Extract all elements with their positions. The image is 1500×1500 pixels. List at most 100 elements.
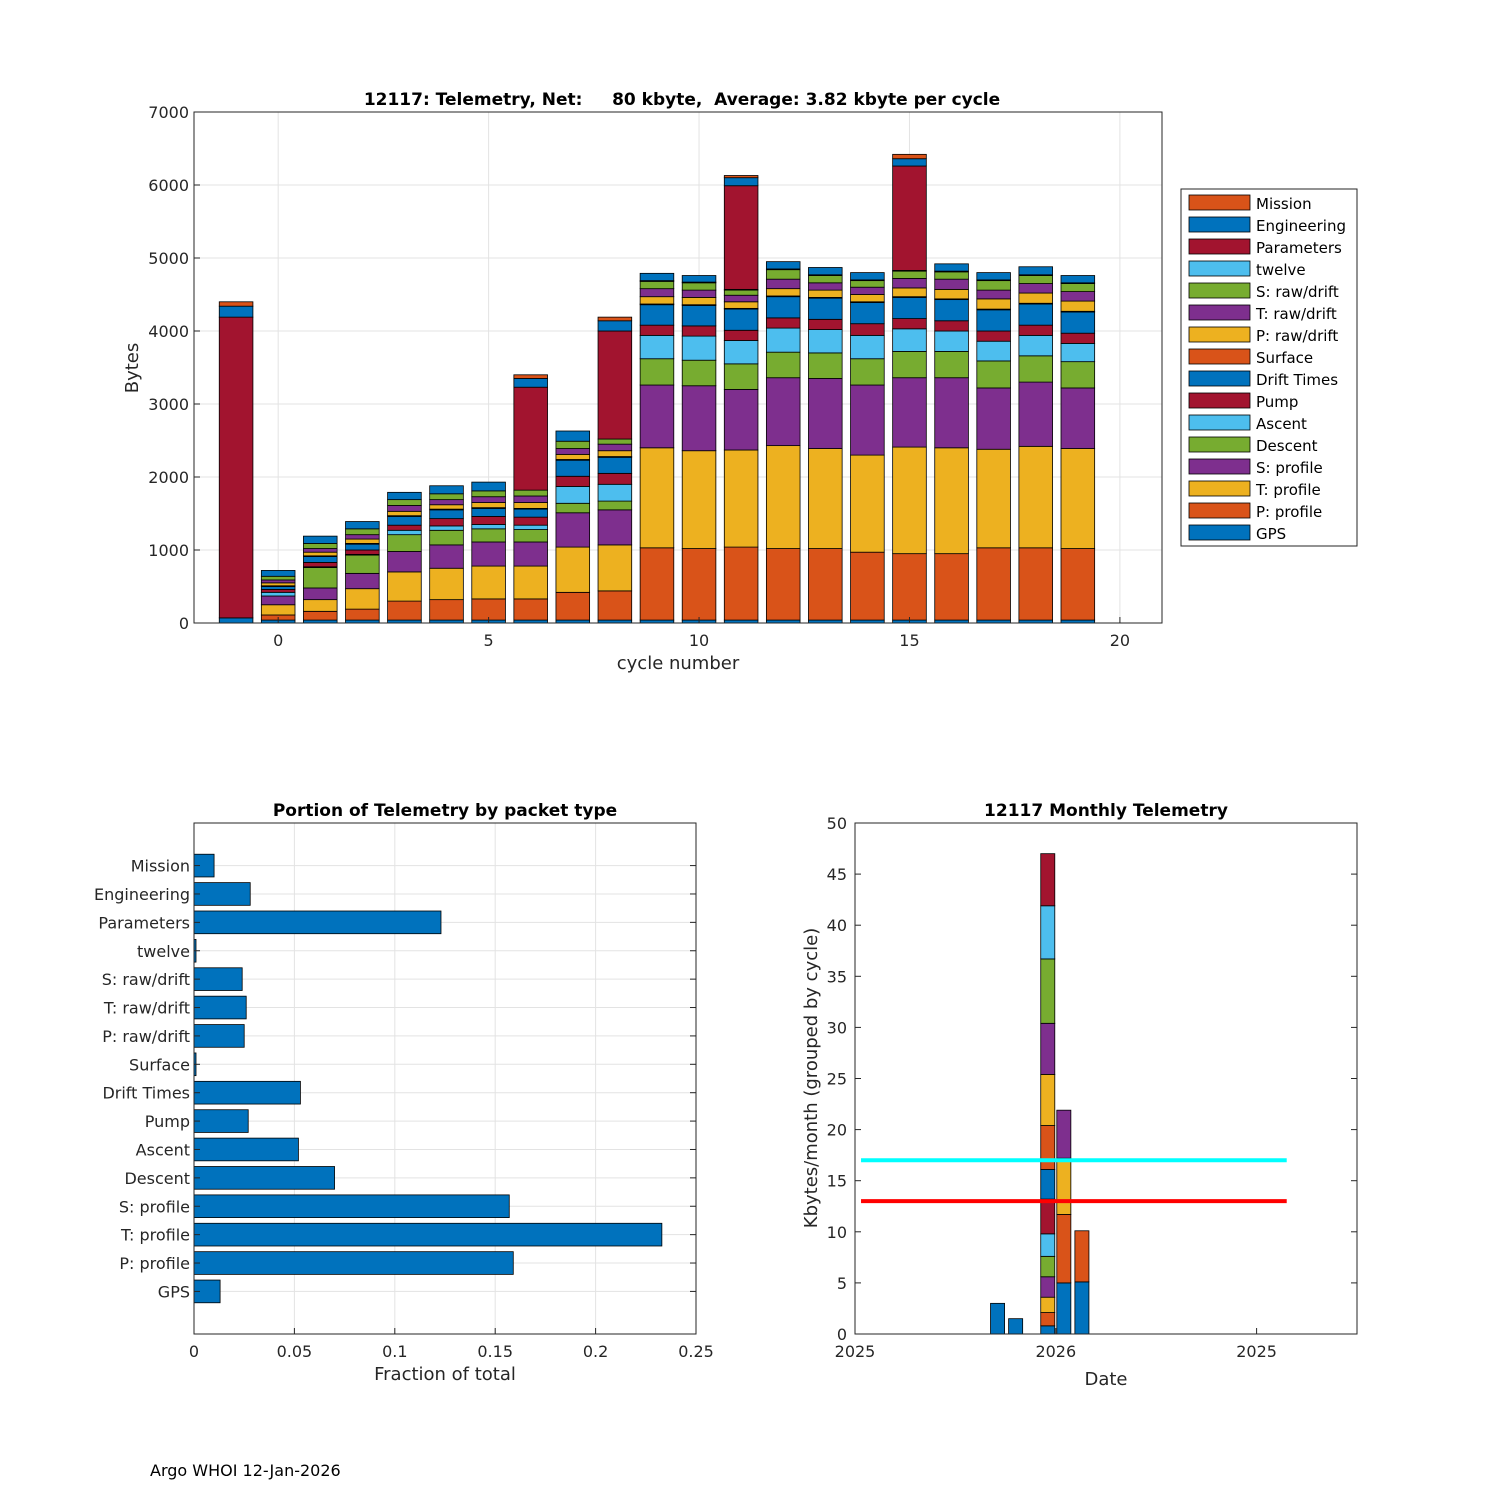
chart3-xlabel: Date bbox=[1084, 1369, 1127, 1390]
footer-credit: Argo WHOI 12-Jan-2026 bbox=[150, 1461, 341, 1480]
chart1-bar-segment bbox=[429, 485, 464, 495]
chart1-legend-label: Pump bbox=[1256, 393, 1298, 411]
chart1-legend-label: T: raw/drift bbox=[1255, 305, 1337, 323]
chart1-bar-segment bbox=[1018, 283, 1053, 294]
chart1-bar-segment bbox=[597, 443, 633, 452]
chart1-bar-segment bbox=[387, 491, 422, 501]
chart1-bar-segment bbox=[681, 335, 717, 361]
chart1-bar-segment bbox=[639, 272, 675, 282]
chart1-bar-segment bbox=[345, 543, 380, 551]
chart1-ticks: 0 5 10 15 20 0 1000 2000 3000 4000 5000 6000 7000 bbox=[148, 103, 1130, 650]
chart1-legend-swatch bbox=[1188, 216, 1251, 233]
chart1-bar-segment bbox=[1018, 547, 1053, 621]
chart1-bar-segment bbox=[976, 309, 1011, 332]
chart1-bar-segment bbox=[765, 278, 801, 290]
chart1-bar-segment bbox=[1018, 381, 1053, 447]
chart1-legend-label: Engineering bbox=[1256, 217, 1346, 235]
chart1-bar-segment bbox=[1060, 343, 1096, 363]
chart1-legend-swatch bbox=[1188, 392, 1251, 409]
chart3-y-tick-label: 0 bbox=[837, 1325, 847, 1344]
chart1-bar-segment bbox=[808, 378, 843, 449]
chart1-bar-segment bbox=[345, 554, 380, 574]
chart1-bar-segment bbox=[260, 595, 296, 606]
chart1-y-tick-label: 7000 bbox=[148, 103, 189, 122]
chart1-legend-label: GPS bbox=[1256, 525, 1286, 543]
chart1-bar-segment bbox=[892, 446, 927, 555]
chart1-bar-segment bbox=[218, 617, 254, 624]
chart1-bar-segment bbox=[513, 516, 548, 526]
chart1-legend: Mission Engineering Parameters twelve S: raw… bbox=[1180, 188, 1358, 547]
chart3-bar-segment bbox=[1040, 853, 1056, 907]
chart1-ylabel: Bytes bbox=[122, 343, 143, 394]
chart1-bar-segment bbox=[681, 385, 717, 452]
chart1-bar-segment bbox=[513, 565, 548, 600]
chart1-bar-segment bbox=[892, 297, 927, 319]
chart2-bar bbox=[193, 1251, 514, 1275]
chart1-bar-segment bbox=[303, 556, 338, 563]
chart1-bar-segment bbox=[850, 334, 885, 360]
chart2-bar bbox=[193, 882, 251, 906]
chart1-bar-segment bbox=[639, 447, 675, 549]
chart1-bar-segment bbox=[723, 329, 759, 341]
chart1-axes-frame bbox=[193, 111, 1163, 624]
chart1-bar-segment bbox=[850, 454, 885, 553]
chart1-bar-segment bbox=[765, 445, 801, 549]
chart2-category-label: Pump bbox=[145, 1112, 190, 1131]
chart1-legend-label: Descent bbox=[1256, 437, 1318, 455]
chart1-bar-segment bbox=[1018, 445, 1053, 549]
chart1-bar-segment bbox=[976, 547, 1011, 621]
chart3-y-tick-label: 45 bbox=[827, 865, 847, 884]
chart2-ticks: 0 0.05 0.1 0.15 0.2 0.25 GPS P: profile T: profi… bbox=[94, 857, 714, 1361]
chart3-y-tick-label: 10 bbox=[827, 1223, 847, 1242]
chart1-bar-segment bbox=[555, 440, 591, 449]
chart1-bar-segment bbox=[639, 384, 675, 449]
chart1-bar-segment bbox=[597, 590, 633, 621]
chart1-legend-label: Ascent bbox=[1256, 415, 1307, 433]
chart1-bar-segment bbox=[260, 586, 296, 590]
chart2-bar bbox=[193, 1137, 299, 1162]
chart1-bar-segment bbox=[808, 289, 843, 298]
chart1-y-tick-label: 3000 bbox=[148, 395, 189, 414]
chart1-y-tick-label: 5000 bbox=[148, 249, 189, 268]
chart1-bar-segment bbox=[429, 493, 464, 501]
chart1-bar-segment bbox=[892, 351, 927, 379]
chart3-bar-segment bbox=[1040, 905, 1056, 960]
chart1-bar-segment bbox=[934, 263, 969, 272]
chart1-bar-segment bbox=[723, 301, 759, 309]
chart2-bars bbox=[193, 853, 663, 1304]
chart1-bar-segment bbox=[513, 489, 548, 497]
chart1-bar-segment bbox=[1018, 324, 1053, 336]
chart1-bar-segment bbox=[765, 327, 801, 353]
chart1-legend-label: Parameters bbox=[1256, 239, 1342, 257]
chart3-x-tick-label: 2025 bbox=[835, 1342, 876, 1361]
chart1-bar-segment bbox=[555, 430, 591, 442]
chart1-bar-segment bbox=[471, 490, 506, 498]
chart1-bar-segment bbox=[387, 499, 422, 506]
chart1-legend-label: P: raw/drift bbox=[1256, 327, 1338, 345]
chart1-bar-segment bbox=[345, 549, 380, 555]
chart2-bar bbox=[193, 1222, 663, 1247]
chart1-bar-segment bbox=[513, 378, 548, 388]
chart1-bar-segment bbox=[723, 308, 759, 331]
chart1-bar-segment bbox=[429, 504, 464, 510]
chart1-legend-swatch bbox=[1188, 502, 1251, 519]
chart1-bar-segment bbox=[345, 528, 380, 536]
chart2-category-label: Parameters bbox=[98, 913, 190, 932]
chart3-y-tick-label: 25 bbox=[827, 1070, 847, 1089]
chart3-reference-lines bbox=[861, 1158, 1287, 1204]
chart1-legend-swatch bbox=[1188, 194, 1251, 211]
chart1-x-tick-label: 20 bbox=[1110, 631, 1130, 650]
chart1-bar-segment bbox=[808, 275, 843, 284]
chart1-bar-segment bbox=[892, 377, 927, 448]
chart2-category-label: T: raw/drift bbox=[103, 999, 190, 1018]
chart1-bar-segment bbox=[387, 529, 422, 536]
chart1-bar-segment bbox=[808, 282, 843, 291]
chart3-bar-segment bbox=[1040, 1022, 1056, 1075]
chart1-bar-segment bbox=[976, 448, 1011, 549]
chart1-bar-segment bbox=[765, 269, 801, 280]
chart1-bar-segment bbox=[934, 271, 969, 280]
chart1-bar-segment bbox=[429, 509, 464, 520]
chart1-bar-segment bbox=[934, 330, 969, 352]
chart1-bar-segment bbox=[639, 334, 675, 360]
